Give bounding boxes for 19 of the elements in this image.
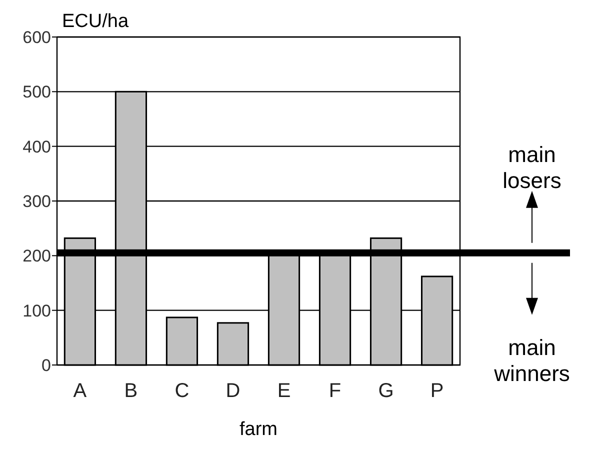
x-tick-label: B	[124, 380, 138, 402]
x-tick-label: P	[430, 380, 444, 402]
y-tick-label: 300	[22, 192, 51, 211]
x-tick-label: E	[277, 380, 291, 402]
y-tick-label: 500	[22, 82, 51, 102]
text: main losers	[502, 142, 562, 193]
x-tick-label: A	[73, 380, 88, 402]
x-tick-label: C	[174, 380, 190, 402]
x-tick-label: G	[378, 380, 394, 402]
x-tick-label: F	[328, 380, 342, 402]
y-tick-label: 400	[22, 137, 51, 156]
y-tick-label: 100	[22, 301, 51, 320]
y-tick-label: 0	[42, 356, 51, 375]
text: main winners	[493, 335, 570, 386]
y-tick-label: 200	[22, 246, 51, 266]
y-tick-label: 600	[22, 28, 51, 47]
x-tick-label: D	[226, 380, 240, 402]
y-axis-title: ECU/ha	[62, 11, 129, 32]
x-axis-title: farm	[240, 419, 278, 440]
